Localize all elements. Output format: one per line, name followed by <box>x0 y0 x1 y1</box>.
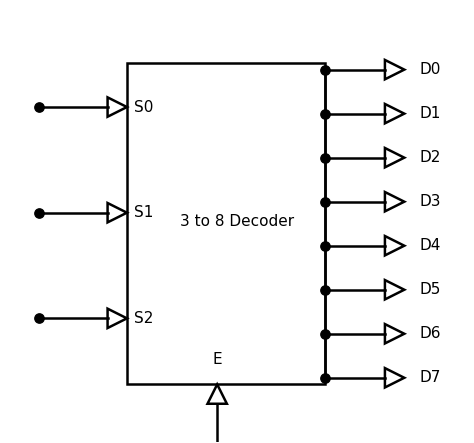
Point <box>321 154 329 161</box>
Point <box>321 198 329 205</box>
Text: D1: D1 <box>419 106 441 121</box>
Text: E: E <box>212 352 222 367</box>
Point <box>321 330 329 337</box>
Point <box>321 66 329 73</box>
Text: D4: D4 <box>419 238 441 253</box>
Text: D6: D6 <box>419 326 441 341</box>
Text: D0: D0 <box>419 62 441 77</box>
Text: D3: D3 <box>419 194 441 209</box>
Point <box>35 104 43 111</box>
Text: S2: S2 <box>134 311 153 326</box>
Bar <box>127 63 325 385</box>
Text: D7: D7 <box>419 370 441 385</box>
Point <box>321 242 329 249</box>
Text: S1: S1 <box>134 205 153 220</box>
Point <box>321 374 329 381</box>
Point <box>321 286 329 293</box>
Point <box>35 315 43 322</box>
Text: D5: D5 <box>419 282 441 297</box>
Text: D2: D2 <box>419 150 441 165</box>
Text: S0: S0 <box>134 100 153 115</box>
Point <box>321 110 329 117</box>
Point <box>35 209 43 216</box>
Text: 3 to 8 Decoder: 3 to 8 Decoder <box>180 214 294 229</box>
